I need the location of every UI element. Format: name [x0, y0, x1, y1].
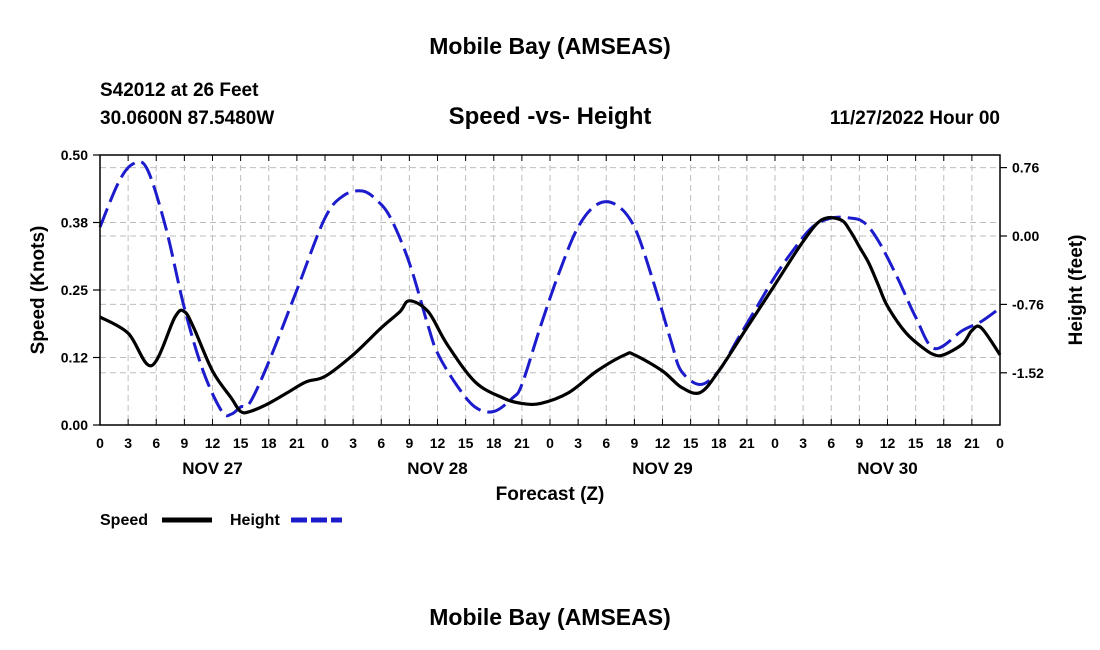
x-tick-label: 15 — [908, 435, 924, 451]
series-lines — [98, 159, 1002, 418]
x-tick-label: 18 — [486, 435, 502, 451]
grid-lines — [100, 154, 1000, 425]
x-tick-label: 9 — [855, 435, 863, 451]
y-left-tick-label: 0.38 — [61, 215, 88, 231]
x-tick-label: 15 — [458, 435, 474, 451]
y-right-tick-label: 0.00 — [1012, 228, 1039, 244]
x-tick-label: 6 — [377, 435, 385, 451]
y-left-tick-label: 0.12 — [61, 350, 88, 366]
day-label: NOV 28 — [407, 459, 467, 478]
x-tick-label: 0 — [771, 435, 779, 451]
x-tick-label: 12 — [205, 435, 221, 451]
x-tick-label: 21 — [964, 435, 980, 451]
x-tick-label: 18 — [936, 435, 952, 451]
x-tick-label: 0 — [996, 435, 1004, 451]
x-tick-label: 3 — [799, 435, 807, 451]
x-tick-label: 6 — [602, 435, 610, 451]
x-tick-label: 3 — [574, 435, 582, 451]
tick-labels: 0 3 6 9 12 15 18 21 0 3 6 9 12 15 18 21 0 3 6 9 12 15 18 21 0 3 6 9… — [61, 147, 1044, 478]
x-tick-label: 21 — [514, 435, 530, 451]
station-label: S42012 at 26 Feet — [100, 80, 259, 101]
legend-label-height: Height — [230, 512, 280, 529]
x-tick-label: 21 — [289, 435, 305, 451]
x-tick-label: 15 — [233, 435, 249, 451]
y-left-tick-label: 0.00 — [61, 417, 88, 433]
series-line-speed — [99, 216, 1002, 415]
coordinates-label: 30.0600N 87.5480W — [100, 108, 274, 129]
y-left-tick-label: 0.25 — [61, 282, 88, 298]
y-axis-left-label: Speed (Knots) — [28, 226, 49, 355]
x-tick-label: 18 — [711, 435, 727, 451]
x-tick-label: 15 — [683, 435, 699, 451]
y-left-tick-label: 0.50 — [61, 147, 88, 163]
day-label: NOV 27 — [182, 459, 242, 478]
x-tick-label: 9 — [405, 435, 413, 451]
footer-title: Mobile Bay (AMSEAS) — [429, 604, 671, 630]
x-tick-label: 3 — [124, 435, 132, 451]
x-tick-label: 21 — [739, 435, 755, 451]
x-tick-label: 18 — [261, 435, 277, 451]
day-label: NOV 29 — [632, 459, 692, 478]
plot-frame — [99, 154, 1001, 426]
x-axis-label: Forecast (Z) — [496, 484, 605, 505]
forecast-datetime: 11/27/2022 Hour 00 — [830, 108, 1000, 129]
legend-label-speed: Speed — [100, 512, 148, 529]
x-tick-label: 0 — [321, 435, 329, 451]
x-tick-label: 6 — [827, 435, 835, 451]
chart-main-title: Mobile Bay (AMSEAS) — [429, 33, 671, 59]
x-tick-label: 12 — [880, 435, 896, 451]
series-line-height — [98, 159, 1001, 418]
x-tick-label: 6 — [152, 435, 160, 451]
x-tick-label: 12 — [655, 435, 671, 451]
y-right-tick-label: 0.76 — [1012, 160, 1039, 176]
x-tick-label: 3 — [349, 435, 357, 451]
x-tick-label: 0 — [546, 435, 554, 451]
x-tick-label: 0 — [96, 435, 104, 451]
y-axis-right-label: Height (feet) — [1066, 235, 1087, 346]
legend: Speed Height — [100, 512, 342, 529]
y-right-tick-label: -0.76 — [1012, 296, 1044, 312]
x-tick-label: 9 — [630, 435, 638, 451]
chart-subtitle: Speed -vs- Height — [449, 103, 652, 130]
x-tick-label: 12 — [430, 435, 446, 451]
y-right-tick-label: -1.52 — [1012, 365, 1044, 381]
day-label: NOV 30 — [857, 459, 917, 478]
x-tick-label: 9 — [180, 435, 188, 451]
